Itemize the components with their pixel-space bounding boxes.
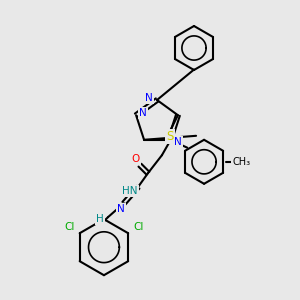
Text: Cl: Cl (133, 222, 143, 232)
Text: O: O (132, 154, 140, 164)
Text: N: N (139, 108, 147, 118)
Text: N: N (145, 93, 153, 103)
Text: S: S (166, 130, 174, 143)
Text: CH₃: CH₃ (232, 157, 250, 167)
Text: H: H (96, 214, 104, 224)
Text: Cl: Cl (64, 222, 75, 232)
Text: N: N (174, 137, 182, 147)
Text: HN: HN (122, 186, 138, 196)
Text: N: N (117, 204, 125, 214)
